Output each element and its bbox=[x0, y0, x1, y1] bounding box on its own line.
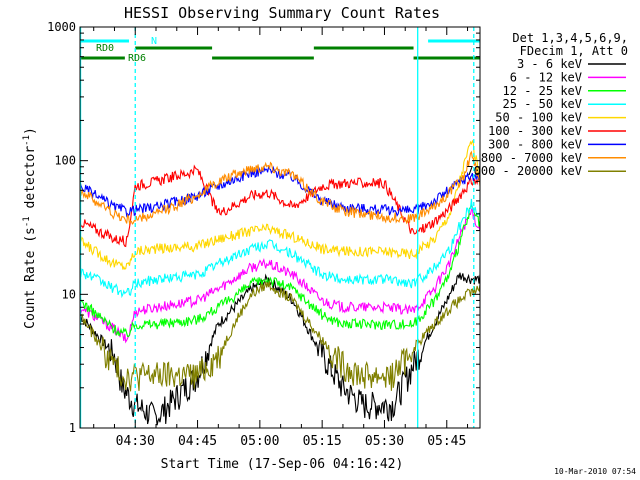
legend-entry-label: 12 - 25 keV bbox=[503, 84, 582, 98]
y-tick-label: 100 bbox=[54, 154, 76, 168]
y-axis-label: Count Rate (s-1 detector-1) bbox=[22, 127, 38, 329]
x-tick-label: 04:45 bbox=[178, 434, 217, 449]
x-tick-label: 05:45 bbox=[427, 434, 466, 449]
series-line-8 bbox=[80, 281, 480, 392]
series-line-2 bbox=[80, 202, 480, 338]
y-tick-label: 10 bbox=[62, 287, 76, 301]
series-line-5 bbox=[80, 164, 480, 248]
y-tick-label: 1 bbox=[69, 421, 76, 435]
legend-entry-label: 300 - 800 keV bbox=[488, 137, 582, 151]
x-tick-label: 05:30 bbox=[365, 434, 404, 449]
footer-timestamp: 10-Mar-2010 07:54 bbox=[554, 467, 636, 476]
annotation-label: RD6 bbox=[128, 53, 146, 64]
annotation-label: RD0 bbox=[96, 43, 114, 54]
x-tick-label: 05:00 bbox=[240, 434, 279, 449]
legend-entry-label: 7000 - 20000 keV bbox=[466, 164, 582, 178]
legend-entry-label: 3 - 6 keV bbox=[517, 57, 582, 71]
legend-entry-label: 25 - 50 keV bbox=[503, 97, 582, 111]
y-tick-label: 1000 bbox=[47, 20, 76, 34]
legend-entry-label: 50 - 100 keV bbox=[495, 111, 582, 125]
chart-title: HESSI Observing Summary Count Rates bbox=[124, 4, 440, 22]
series-line-3 bbox=[80, 198, 480, 299]
annotation-label: N bbox=[151, 36, 157, 47]
series-line-4 bbox=[80, 139, 480, 270]
legend-entry-label: 100 - 300 keV bbox=[488, 124, 582, 138]
series-line-6 bbox=[80, 165, 480, 218]
legend-entry-label: 6 - 12 keV bbox=[510, 70, 582, 84]
legend-entry-label: 800 - 7000 keV bbox=[481, 151, 582, 165]
series-line-1 bbox=[80, 205, 480, 344]
legend-header: Det 1,3,4,5,6,9, bbox=[512, 31, 628, 45]
legend-header: FDecim 1, Att 0 bbox=[520, 44, 628, 58]
x-axis-label: Start Time (17-Sep-06 04:16:42) bbox=[161, 457, 404, 472]
x-tick-label: 04:30 bbox=[116, 434, 155, 449]
legend: Det 1,3,4,5,6,9,FDecim 1, Att 03 - 6 keV… bbox=[466, 31, 628, 178]
series-line-7 bbox=[80, 150, 480, 226]
x-tick-label: 05:15 bbox=[303, 434, 342, 449]
plot-frame bbox=[79, 26, 481, 429]
